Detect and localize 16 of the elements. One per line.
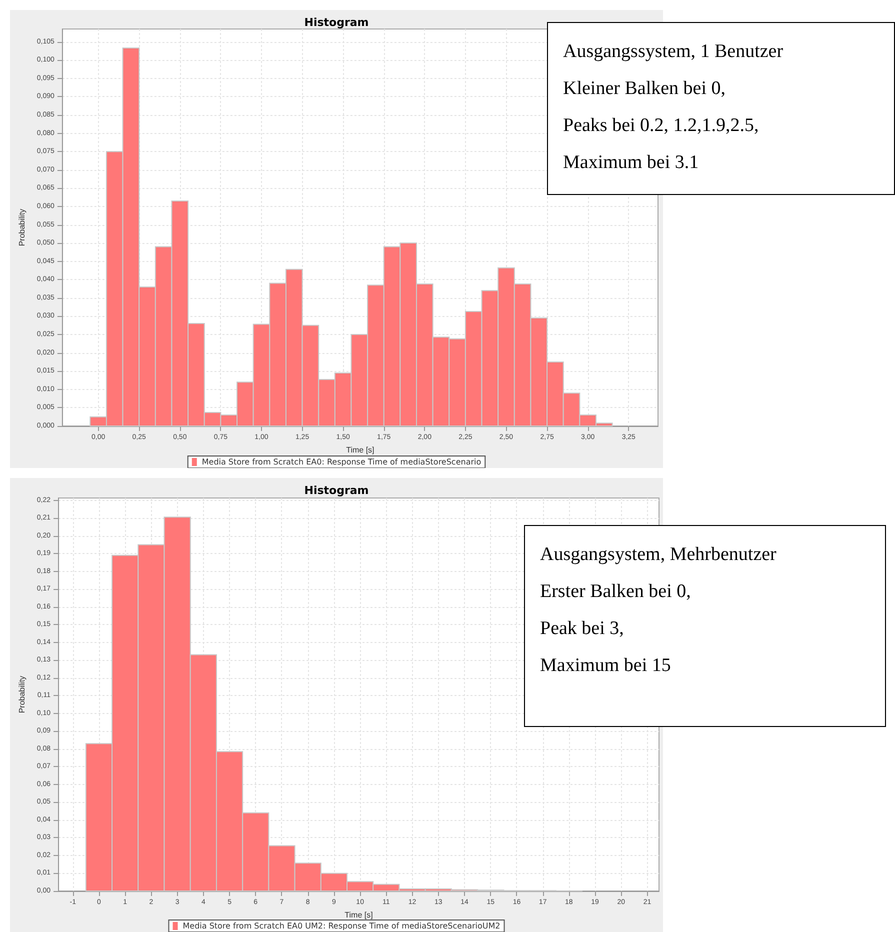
- annotation: Peaks bei 0.2, 1.2,1.9,2.5,: [563, 114, 760, 138]
- legend-label: Media Store from Scratch EA0: Response Time of mediaStoreScenario: [202, 458, 482, 466]
- annotation: Maximum bei 15: [540, 654, 672, 678]
- x-axis-title: Time [s]: [346, 445, 374, 454]
- y-axis-title: Probability: [18, 676, 26, 714]
- x-axis-title: Time [s]: [344, 910, 373, 920]
- chart-title: Histogram: [304, 16, 369, 29]
- annotation: Ausgangsystem, Mehrbenutzer: [540, 543, 778, 567]
- annotation: Erster Balken bei 0,: [540, 580, 692, 604]
- annotation: Peak bei 3,: [540, 617, 625, 641]
- y-axis-title: Probability: [18, 208, 26, 246]
- legend-label: Media Store from Scratch EA0 UM2: Response Time of mediaStoreScenarioUM2: [182, 922, 500, 930]
- chart-title: Histogram: [304, 484, 369, 497]
- annotation: Maximum bei 3.1: [563, 151, 700, 175]
- annotation: Kleiner Balken bei 0,: [563, 77, 727, 101]
- annotation: Ausgangssystem, 1 Benutzer: [563, 40, 784, 64]
